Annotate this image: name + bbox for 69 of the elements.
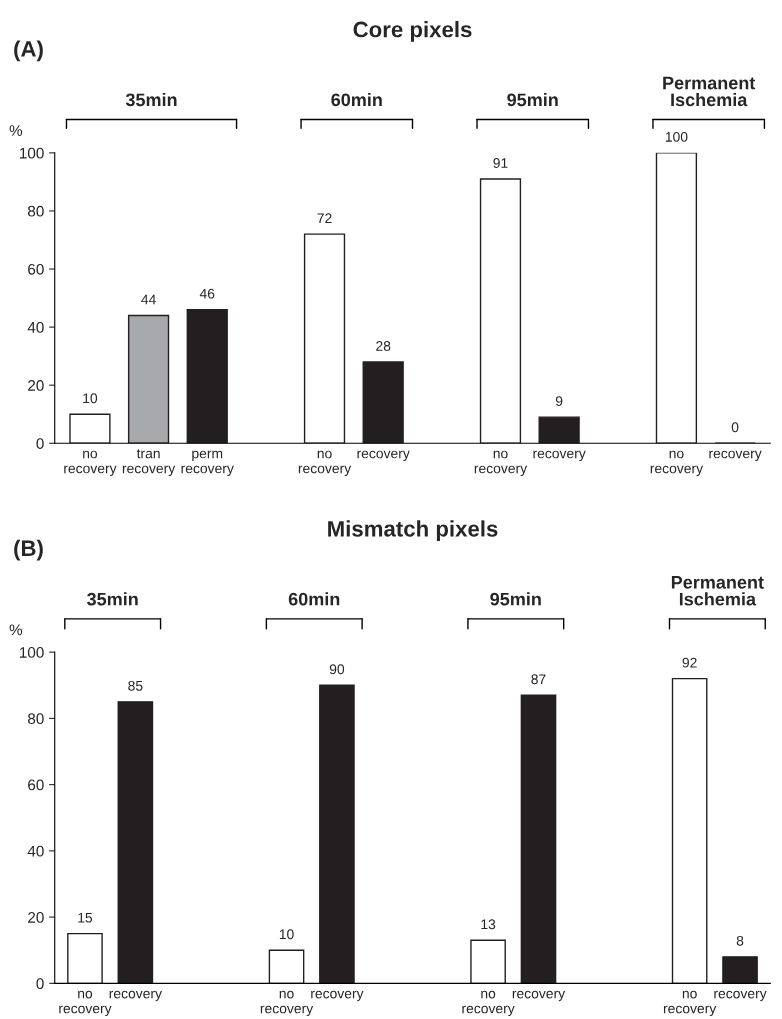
bar <box>67 932 103 984</box>
text: (A) <box>14 40 43 62</box>
bar <box>479 178 522 444</box>
y-tick-label: 20 <box>28 380 44 391</box>
data-label: 46 <box>199 288 215 299</box>
data-label: 90 <box>329 664 345 675</box>
text: Permanent Ischemia <box>671 576 764 606</box>
x-tick-label: recovery <box>512 990 566 1002</box>
y-tick-label: 60 <box>28 779 44 791</box>
y-axis-title: % <box>9 624 23 636</box>
y-tick-label: 60 <box>28 263 44 275</box>
data-label: 28 <box>376 341 391 351</box>
bar <box>127 314 170 444</box>
data-label: 85 <box>128 680 143 691</box>
data-label: 72 <box>317 213 332 223</box>
bar <box>186 308 228 444</box>
x-tick-label: no recovery <box>474 450 528 477</box>
data-label: 10 <box>279 929 294 940</box>
y-tick-label: 0 <box>36 978 44 990</box>
text: 35min <box>125 92 177 107</box>
bar <box>362 361 404 444</box>
x-tick-label: tran recovery <box>122 449 176 477</box>
bar <box>303 233 346 444</box>
text: 60min <box>331 92 382 107</box>
data-label: 9 <box>555 396 563 407</box>
x-tick-label: no recovery <box>64 450 117 477</box>
y-axis-title: % <box>9 125 23 136</box>
data-label: 0 <box>731 422 739 433</box>
text: Permanent Ischemia <box>663 76 756 107</box>
bar <box>470 939 506 984</box>
text: 60min <box>288 592 340 606</box>
bar <box>538 416 580 444</box>
x-tick-label: perm recovery <box>181 450 234 477</box>
data-label: 10 <box>83 393 98 404</box>
bar <box>655 152 698 444</box>
y-tick-label: 80 <box>28 713 44 725</box>
y-tick-label: 40 <box>27 321 44 333</box>
data-label: 92 <box>682 657 697 668</box>
y-tick-label: 80 <box>28 205 44 217</box>
x-tick-label: recovery <box>709 450 762 462</box>
y-tick-label: 40 <box>27 845 44 857</box>
bar <box>69 413 111 444</box>
x-tick-label: no recovery <box>650 450 704 477</box>
bar <box>520 694 557 984</box>
bar <box>117 701 154 984</box>
bar <box>319 684 355 984</box>
text: (B) <box>14 539 43 561</box>
x-tick-label: recovery <box>533 450 586 462</box>
y-tick-label: 0 <box>36 438 44 449</box>
chart-title: Mismatch pixels <box>328 520 498 542</box>
data-label: 15 <box>78 912 93 923</box>
bar <box>268 949 305 984</box>
x-tick-label: no recovery <box>298 450 352 477</box>
data-label: 100 <box>665 131 688 142</box>
data-label: 8 <box>736 935 744 946</box>
y-tick-label: 100 <box>20 147 44 159</box>
text: 95min <box>490 592 541 606</box>
y-tick-label: 20 <box>28 911 44 923</box>
bar <box>671 677 708 984</box>
chart-title: Core pixels <box>353 21 472 42</box>
data-label: 44 <box>141 294 156 305</box>
text: 95min <box>507 92 558 107</box>
x-tick-label: recovery <box>357 450 410 462</box>
data-label: 91 <box>493 158 508 168</box>
data-label: 13 <box>481 919 496 930</box>
y-tick-label: 100 <box>20 647 44 658</box>
bar <box>722 956 758 984</box>
data-label: 87 <box>531 674 546 685</box>
text: 35min <box>87 592 138 606</box>
